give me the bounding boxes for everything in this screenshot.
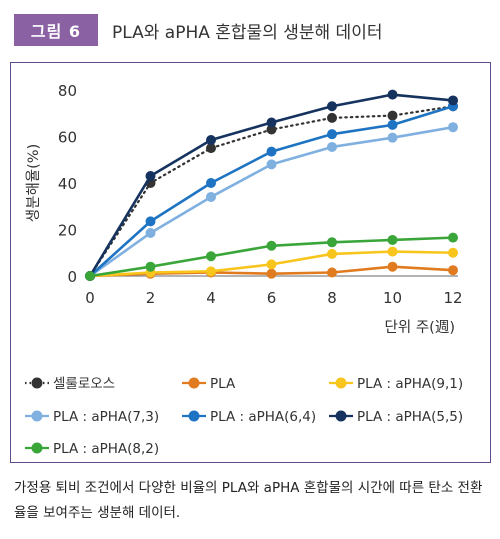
data-point [206,143,216,154]
legend-marker [31,377,43,389]
data-point [387,246,398,257]
data-point [448,247,458,258]
data-point [387,89,398,100]
legend-marker [335,410,347,422]
x-tick-label: 8 [327,289,337,307]
data-point [206,191,216,202]
data-point [145,171,156,182]
figure-title: PLA와 aPHA 혼합물의 생분해 데이터 [112,23,383,43]
data-point [145,261,156,272]
data-point [266,268,277,279]
y-tick-label: 20 [58,222,77,240]
data-point [206,134,216,145]
data-point [266,117,277,128]
x-axis-label: 단위 주(週) [385,319,455,336]
data-point [327,267,337,278]
x-tick-label: 0 [85,289,95,307]
legend-marker [188,410,200,422]
legend-marker [31,410,43,422]
data-point [327,129,337,140]
x-tick-label: 2 [146,289,156,307]
data-point [327,112,337,123]
chart-container: 0 20 40 60 80 0 2 4 6 8 10 12 생분해율(%) 단위 주(週) 셀룰로오스 PLA… [10,62,491,463]
data-point [145,216,156,227]
legend-marker [335,377,347,389]
y-tick-label: 60 [58,129,77,147]
data-point [327,237,337,248]
data-point [266,124,277,135]
legend-label: PLA : aPHA(8,2) [53,441,159,457]
y-axis-label: 생분해율(%) [25,144,42,222]
data-point [85,271,95,281]
data-point [448,122,458,133]
x-tick-label: 10 [383,289,402,307]
legend-marker [31,442,43,454]
data-point [448,232,458,243]
legend-label: PLA : aPHA(9,1) [357,376,463,392]
x-tick-label: 6 [267,289,277,307]
legend-marker [188,377,200,389]
legend-label: 셀룰로오스 [53,376,115,392]
figure-number-badge: 그림 6 [14,14,98,46]
data-point [387,261,398,272]
data-point [145,227,156,238]
data-point [387,110,398,121]
x-tick-label: 4 [206,289,216,307]
data-point [266,159,277,170]
figure-caption: 가정용 퇴비 조건에서 다양한 비율의 PLA와 aPHA 혼합물의 시간에 따… [14,480,483,521]
data-point [206,178,216,188]
data-point [387,132,398,143]
y-tick-label: 40 [58,175,77,193]
legend-label: PLA [210,376,236,392]
data-point [206,251,216,262]
legend-label: PLA : aPHA(5,5) [357,409,463,425]
legend-label: PLA : aPHA(7,3) [53,409,159,425]
data-point [448,265,458,276]
data-point [266,240,277,251]
data-point [387,119,398,130]
data-point [266,259,277,270]
y-tick-label: 0 [67,268,77,286]
data-point [327,101,337,112]
data-point [206,266,216,277]
data-point [327,248,337,259]
data-point [327,141,337,152]
data-point [448,95,458,106]
x-tick-label: 12 [443,289,462,307]
data-point [387,234,398,245]
line-chart: 0 20 40 60 80 0 2 4 6 8 10 12 생분해율(%) 단위 주(週) 셀룰로오스 PLA… [25,82,463,457]
legend-label: PLA : aPHA(6,4) [210,409,316,425]
y-tick-label: 80 [58,82,77,100]
data-point [266,146,277,157]
